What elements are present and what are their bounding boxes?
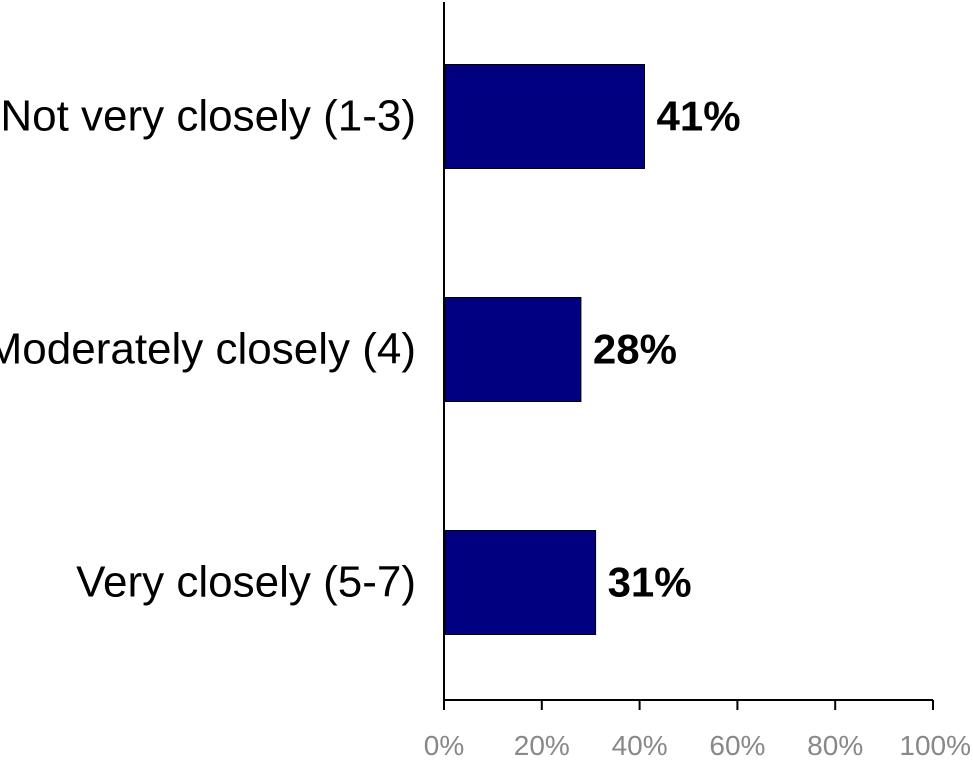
bar [444,64,645,169]
x-tick-label: 100% [899,730,971,760]
data-label: 41% [656,93,740,140]
bars-group [444,64,645,635]
x-tick-label: 0% [424,730,464,760]
x-ticks: 0% 20% 40% 60% 80% 100% [424,700,971,760]
x-tick-label: 80% [807,730,863,760]
data-label: 31% [608,559,692,606]
x-tick-label: 60% [709,730,765,760]
category-label: Not very closely (1-3) [0,92,416,141]
category-label: Very closely (5-7) [76,558,416,607]
x-tick-label: 40% [612,730,668,760]
x-tick-label: 20% [514,730,570,760]
axes [443,2,933,701]
data-labels: 41% 28% 31% [593,93,741,606]
data-label: 28% [593,326,677,373]
bar [444,530,597,635]
bar [444,297,582,402]
category-labels: Not very closely (1-3) Moderately closely… [0,92,416,607]
category-label: Moderately closely (4) [0,325,416,374]
